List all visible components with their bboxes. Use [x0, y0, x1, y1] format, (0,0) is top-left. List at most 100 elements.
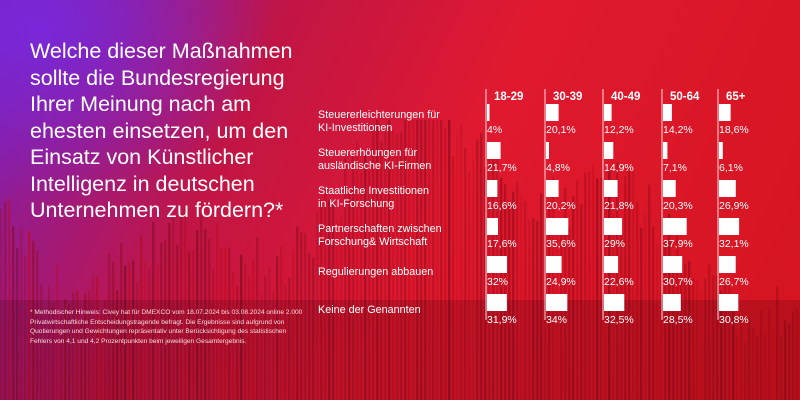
measure-label: Regulierungen abbauen	[318, 266, 433, 278]
background-stripe	[256, 237, 259, 400]
background-stripe	[92, 276, 95, 400]
value-label: 26,9%	[719, 200, 749, 212]
background-stripe	[132, 260, 135, 400]
background-stripe	[48, 285, 51, 400]
value-bar	[719, 180, 736, 197]
background-stripe	[500, 177, 503, 400]
value-label: 32%	[487, 276, 508, 288]
measure-label-line: Forschung& Wirtschaft	[318, 236, 427, 248]
background-stripe	[60, 314, 63, 400]
background-stripe	[272, 291, 275, 400]
measure-label: Staatliche Investitionen in KI-Forschung	[318, 185, 429, 210]
value-label: 22,6%	[604, 276, 634, 288]
measure-label-line: Steuererhöungen für	[318, 147, 417, 159]
measure-label: Partnerschaften zwischen Forschung& Wirts…	[318, 223, 442, 248]
value-label: 4,8%	[546, 162, 570, 174]
value-bar	[487, 180, 498, 197]
background-stripe	[16, 247, 19, 400]
background-stripe	[96, 276, 99, 400]
background-stripe	[528, 220, 531, 400]
methodology-footnote: * Methodischer Hinweis: Civey hat für DM…	[30, 309, 303, 345]
measure-label-line: Partnerschaften zwischen	[318, 223, 442, 235]
background-stripe	[80, 322, 83, 400]
background-stripe	[276, 256, 279, 400]
value-bar	[546, 294, 568, 311]
background-stripe	[708, 264, 711, 400]
background-stripe	[480, 133, 483, 400]
value-label: 32,1%	[719, 238, 749, 250]
value-bar	[663, 142, 668, 159]
background-stripe	[452, 156, 455, 400]
background-stripe	[792, 312, 795, 400]
value-label: 6,1%	[719, 162, 743, 174]
background-stripe	[188, 251, 191, 400]
background-stripe	[704, 278, 707, 400]
background-stripe	[56, 263, 59, 400]
value-label: 26,7%	[719, 276, 749, 288]
background-stripe	[472, 160, 475, 400]
background-stripe	[456, 134, 459, 400]
background-stripe	[432, 120, 435, 400]
background-stripe	[736, 334, 739, 400]
background-stripe	[692, 278, 695, 400]
background-stripe	[220, 248, 223, 400]
background-stripe	[600, 177, 603, 400]
background-stripe	[264, 275, 267, 400]
background-stripe	[40, 284, 43, 400]
background-stripe	[676, 228, 679, 400]
measure-label-line: Staatliche Investitionen	[318, 185, 429, 197]
background-stripe	[504, 184, 507, 400]
value-bar	[546, 180, 559, 197]
background-stripe	[88, 290, 91, 400]
background-stripe	[744, 342, 747, 400]
background-stripe	[84, 294, 87, 400]
background-stripe	[308, 253, 311, 400]
background-stripe	[552, 177, 555, 400]
value-label: 18,6%	[719, 124, 749, 136]
background-stripe	[280, 245, 283, 400]
background-stripe	[604, 185, 607, 400]
background-stripe	[304, 233, 307, 400]
background-stripe	[204, 229, 207, 400]
background-stripe	[296, 226, 299, 400]
background-stripe	[424, 120, 427, 400]
background-stripe	[712, 275, 715, 400]
background-stripe	[448, 120, 451, 400]
value-label: 31,9%	[487, 314, 517, 326]
background-stripe	[76, 290, 79, 400]
background-stripe	[464, 147, 467, 400]
background-stripe	[348, 189, 351, 400]
background-stripe	[408, 120, 411, 400]
value-bar	[719, 218, 740, 235]
background-stripe	[780, 336, 783, 400]
background-stripe	[324, 187, 327, 400]
background-stripe	[476, 139, 479, 400]
measure-label-line: KI-Investitionen	[318, 122, 392, 134]
background-stripe	[224, 247, 227, 400]
background-stripe	[404, 120, 407, 400]
background-stripe	[364, 154, 367, 400]
question-title: Welche dieser Maßnahmen sollte die Bunde…	[30, 39, 293, 222]
background-stripe	[596, 178, 599, 400]
value-bar	[719, 294, 739, 311]
background-stripe	[468, 171, 471, 400]
background-stripe	[520, 196, 523, 400]
value-bar	[663, 104, 672, 121]
measure-label: Keine der Genannten	[318, 304, 421, 316]
value-label: 12,2%	[604, 124, 634, 136]
value-bar	[663, 294, 681, 311]
background-stripe	[44, 307, 47, 400]
background-stripe	[0, 209, 3, 400]
background-stripe	[120, 243, 123, 400]
value-label: 30,8%	[719, 314, 749, 326]
value-label: 34%	[546, 314, 567, 326]
background-stripe	[672, 261, 675, 400]
value-label: 4%	[487, 124, 502, 136]
age-group-header: 65+	[726, 91, 746, 103]
measure-label-line: in KI-Forschung	[318, 198, 394, 210]
background-stripe	[636, 201, 639, 400]
background-stripe	[64, 299, 67, 400]
background-stripe	[588, 171, 591, 400]
